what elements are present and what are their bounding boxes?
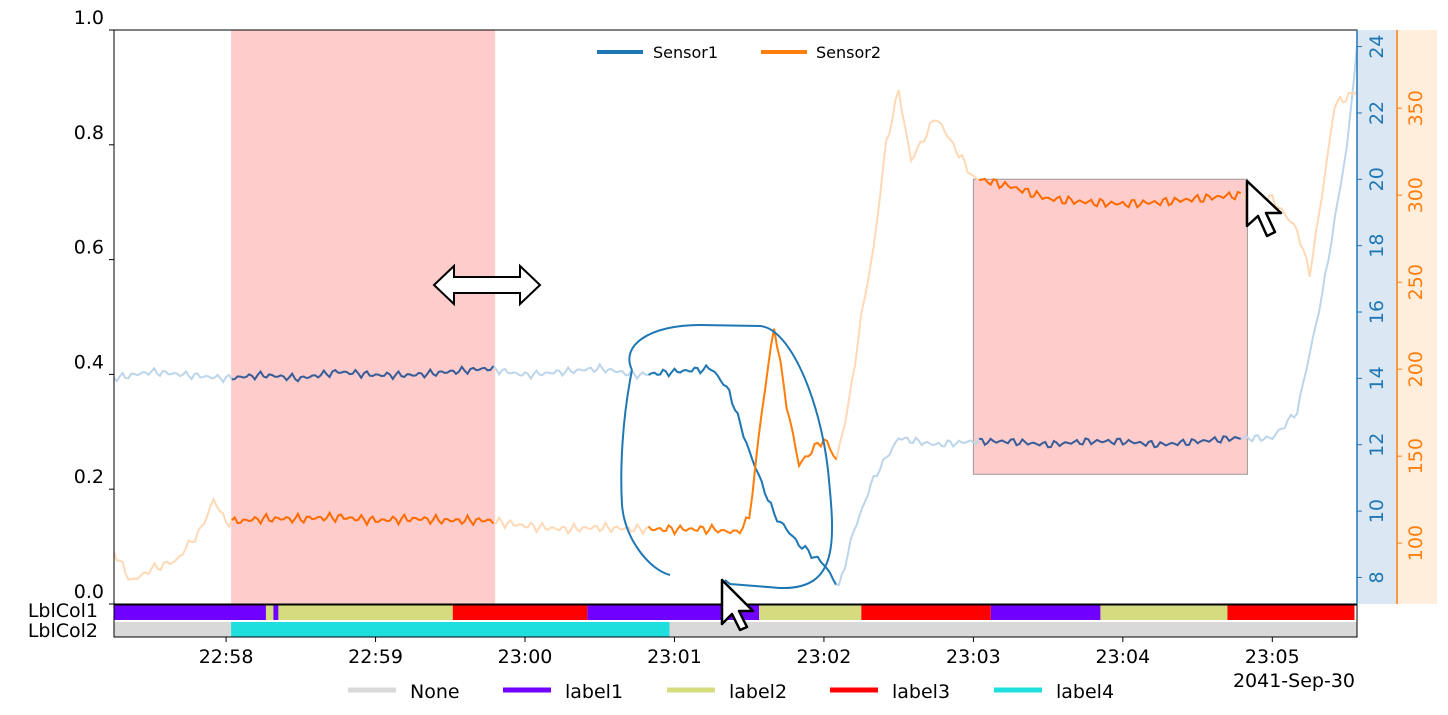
left-tick-label: 1.0 (74, 7, 104, 29)
sensor2-tick-label: 350 (1405, 90, 1427, 126)
sensor1-tick-label: 14 (1366, 366, 1388, 390)
x-tick-label: 23:02 (797, 646, 852, 668)
label-segment-lblcol1[interactable] (273, 605, 279, 620)
left-tick-label: 0.0 (74, 581, 104, 603)
label-segment-lblcol2[interactable] (114, 622, 232, 637)
cursor-icon-top-right (1245, 179, 1283, 238)
label-segment-lblcol1[interactable] (278, 605, 453, 620)
label-legend-text: label3 (892, 681, 950, 703)
lblcol1-label: LblCol1 (28, 600, 98, 622)
x-tick-label: 23:01 (647, 646, 702, 668)
sensor2-tick-label: 150 (1405, 438, 1427, 474)
legend-label-sensor1: Sensor1 (653, 43, 718, 62)
series-legend: Sensor1 Sensor2 (597, 43, 881, 62)
label-legend-text: label4 (1056, 681, 1114, 703)
label-segment-lblcol2[interactable] (231, 622, 670, 637)
highlight-region[interactable] (972, 178, 1248, 475)
sensor1-tick-label: 10 (1366, 499, 1388, 523)
left-tick-label: 0.2 (74, 466, 104, 488)
x-tick-label: 23:03 (946, 646, 1001, 668)
lasso-selection-tail (620, 369, 671, 576)
x-tick-label: 23:00 (498, 646, 553, 668)
label-legend: None label1 label2 label3 label4 (348, 681, 1114, 703)
legend-label-sensor2: Sensor2 (816, 43, 881, 62)
label-legend-text: label2 (729, 681, 787, 703)
sensor1-tick-label: 24 (1366, 34, 1388, 58)
left-tick-label: 0.8 (74, 122, 104, 144)
highlight-region[interactable] (231, 30, 496, 604)
lasso-selection (628, 323, 834, 590)
sensor1-tick-label: 8 (1366, 571, 1388, 583)
label-segment-lblcol1[interactable] (990, 605, 1101, 620)
label-segment-lblcol1[interactable] (1100, 605, 1228, 620)
x-tick-label: 22:59 (348, 646, 403, 668)
series-line-sensor1 (231, 364, 495, 383)
left-tick-label: 0.4 (74, 351, 104, 373)
label-segment-lblcol1[interactable] (452, 605, 588, 620)
sensor2-tick-label: 250 (1405, 264, 1427, 300)
label-legend-text: label1 (565, 681, 623, 703)
x-tick-label: 23:05 (1245, 646, 1300, 668)
lblcol2-label: LblCol2 (28, 620, 98, 642)
series-line-sensor2 (647, 328, 838, 537)
cursor-icon (720, 578, 755, 632)
sensor1-tick-label: 22 (1366, 101, 1388, 125)
sensor1-axis-band (1357, 30, 1397, 604)
label-segment-lblcol1[interactable] (265, 605, 274, 620)
left-tick-label: 0.6 (74, 237, 104, 259)
sensor1-tick-label: 18 (1366, 234, 1388, 258)
x-tick-label: 23:04 (1095, 646, 1150, 668)
label-legend-text: None (410, 681, 460, 703)
label-segment-lblcol1[interactable] (587, 605, 760, 620)
label-segment-lblcol2[interactable] (669, 622, 1357, 637)
sensor2-tick-label: 300 (1405, 177, 1427, 213)
series-line-sensor1 (648, 363, 837, 585)
date-label: 2041-Sep-30 (1233, 670, 1355, 692)
label-segment-lblcol1[interactable] (114, 605, 266, 620)
series-line-sensor2 (231, 510, 495, 527)
sensor2-axis-band (1397, 30, 1437, 604)
label-segment-lblcol1[interactable] (861, 605, 991, 620)
sensor1-tick-label: 12 (1366, 433, 1388, 457)
pan-arrow-icon[interactable] (432, 263, 542, 307)
label-segment-lblcol1[interactable] (1227, 605, 1355, 620)
sensor2-tick-label: 200 (1405, 351, 1427, 387)
sensor2-tick-label: 100 (1405, 525, 1427, 561)
series-line-sensor2 (978, 177, 1242, 209)
sensor1-tick-label: 16 (1366, 300, 1388, 324)
x-tick-label: 22:58 (199, 646, 254, 668)
sensor1-tick-label: 20 (1366, 167, 1388, 191)
series-line-sensor1 (978, 435, 1242, 449)
label-segment-lblcol1[interactable] (759, 605, 862, 620)
